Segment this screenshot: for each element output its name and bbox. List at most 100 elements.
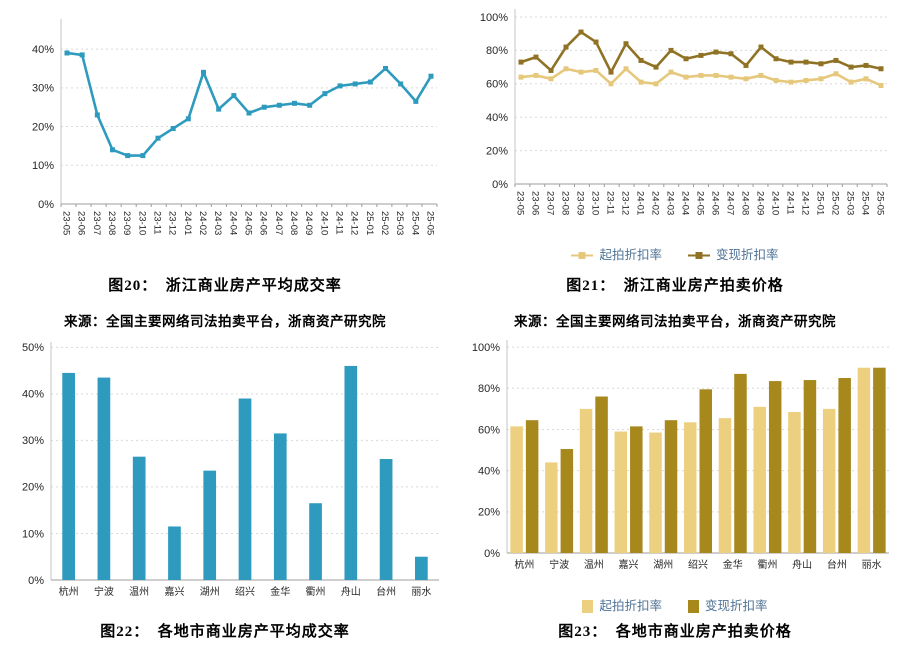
svg-text:24-03: 24-03	[212, 211, 223, 235]
data-point-marker	[713, 72, 719, 78]
svg-text:24-08: 24-08	[740, 191, 751, 215]
data-point-marker	[322, 91, 328, 97]
data-point-marker	[773, 77, 779, 83]
bar	[238, 398, 252, 580]
svg-text:25-02: 25-02	[379, 211, 390, 235]
bar	[168, 526, 181, 580]
data-point-marker	[413, 98, 419, 104]
svg-text:10%: 10%	[32, 160, 54, 172]
data-point-marker	[833, 57, 839, 63]
data-point-marker	[683, 56, 689, 62]
data-point-marker	[593, 39, 599, 45]
svg-text:24-11: 24-11	[785, 191, 796, 215]
svg-text:24-05: 24-05	[695, 191, 706, 215]
data-point-marker	[638, 79, 644, 85]
svg-text:23-07: 23-07	[545, 191, 556, 215]
svg-text:24-12: 24-12	[800, 191, 811, 215]
data-point-marker	[743, 62, 749, 68]
data-point-marker	[337, 83, 343, 89]
bar	[803, 380, 817, 553]
svg-text:100%: 100%	[472, 342, 500, 354]
data-point-marker	[788, 59, 794, 65]
svg-text:金华: 金华	[723, 558, 743, 571]
svg-text:23-09: 23-09	[575, 191, 586, 215]
svg-text:23-09: 23-09	[121, 211, 132, 235]
bar	[683, 422, 697, 553]
data-point-marker	[863, 76, 869, 82]
data-point-marker	[623, 66, 629, 72]
svg-text:舟山: 舟山	[792, 558, 812, 571]
chart-legend: 起拍折扣率 变现折扣率	[455, 594, 895, 618]
data-point-marker	[276, 102, 282, 108]
bar-chart-svg: 0% 20% 40% 60% 80% 100% 杭州 宁波 温州 嘉兴 湖州 绍兴 金华 衢州 舟山 台州 丽水	[472, 340, 889, 571]
data-point-marker	[863, 62, 869, 68]
y-axis-labels: 0% 10% 20% 30% 40%	[32, 44, 54, 211]
svg-text:湖州: 湖州	[653, 559, 673, 571]
x-axis-labels: 杭州 宁波 温州 嘉兴 湖州 绍兴 金华 衢州 舟山 台州 丽水	[514, 558, 881, 571]
y-axis-labels: 0% 20% 40% 60% 80% 100%	[472, 342, 500, 560]
svg-text:0%: 0%	[28, 575, 44, 587]
data-point-marker	[64, 50, 70, 56]
svg-text:24-06: 24-06	[710, 191, 721, 215]
legend-label: 变现折扣率	[716, 247, 779, 262]
legend-label: 起拍折扣率	[599, 598, 662, 613]
svg-text:23-10: 23-10	[590, 191, 601, 215]
bar	[379, 459, 393, 580]
data-point-marker	[668, 69, 674, 75]
svg-text:25-05: 25-05	[875, 191, 886, 215]
legend-line-marker-icon	[688, 251, 710, 259]
bar	[630, 426, 643, 553]
svg-text:0%: 0%	[38, 199, 54, 211]
bar	[132, 456, 146, 580]
bar	[873, 367, 886, 553]
bar	[595, 396, 608, 553]
data-point-marker	[533, 54, 539, 60]
svg-text:24-05: 24-05	[243, 211, 254, 235]
gridlines	[61, 48, 437, 166]
svg-text:24-10: 24-10	[770, 191, 781, 215]
svg-text:23-10: 23-10	[136, 211, 147, 235]
figure-23-caption: 图23： 各地市商业房产拍卖价格	[558, 624, 792, 640]
data-point-marker	[773, 56, 779, 62]
chart-zhejiang-auction-price-line: 0% 20% 40% 60% 80% 100% 23-05 23-06 23-07 23-08 23…	[455, 6, 895, 264]
chart-legend: 起拍折扣率 变现折扣率	[455, 243, 895, 267]
svg-text:20%: 20%	[486, 145, 508, 157]
legend-line-marker-icon	[571, 251, 594, 259]
svg-text:80%: 80%	[486, 45, 508, 57]
data-point-marker	[878, 82, 884, 88]
svg-text:24-10: 24-10	[318, 211, 329, 235]
data-point-marker	[638, 57, 644, 63]
figure-21-caption: 图21： 浙江商业房产拍卖价格	[566, 278, 784, 294]
svg-text:23-11: 23-11	[605, 191, 616, 215]
bar	[734, 373, 747, 553]
legend-item: 变现折扣率	[688, 598, 768, 613]
legend-label: 变现折扣率	[705, 598, 768, 613]
svg-text:25-04: 25-04	[860, 191, 871, 215]
data-point-marker	[383, 65, 388, 71]
bar	[97, 377, 111, 580]
data-point-marker	[728, 51, 734, 57]
data-point-marker	[125, 153, 131, 159]
data-point-marker	[352, 81, 358, 87]
svg-text:衢州: 衢州	[306, 586, 326, 598]
data-point-marker	[608, 81, 614, 87]
data-point-marker	[878, 66, 884, 72]
bar	[525, 420, 539, 553]
legend-item: 起拍折扣率	[571, 249, 662, 262]
svg-text:23-11: 23-11	[152, 211, 163, 235]
data-point-marker	[698, 52, 704, 58]
data-point-marker	[292, 100, 297, 106]
svg-text:绍兴: 绍兴	[688, 558, 708, 571]
data-point-marker	[653, 64, 659, 70]
svg-text:24-09: 24-09	[755, 191, 766, 215]
line-chart-svg: 0%20%40%60%80%100%23-05 23-06 23-07 23-08 23…	[480, 9, 888, 215]
svg-text:25-02: 25-02	[830, 191, 841, 215]
bar	[718, 418, 732, 553]
svg-text:宁波: 宁波	[549, 558, 569, 571]
svg-text:40%: 40%	[486, 112, 508, 124]
series-line-1	[64, 50, 434, 159]
bar	[510, 426, 523, 553]
legend-swatch-icon	[582, 599, 594, 613]
data-point-marker	[833, 71, 839, 77]
